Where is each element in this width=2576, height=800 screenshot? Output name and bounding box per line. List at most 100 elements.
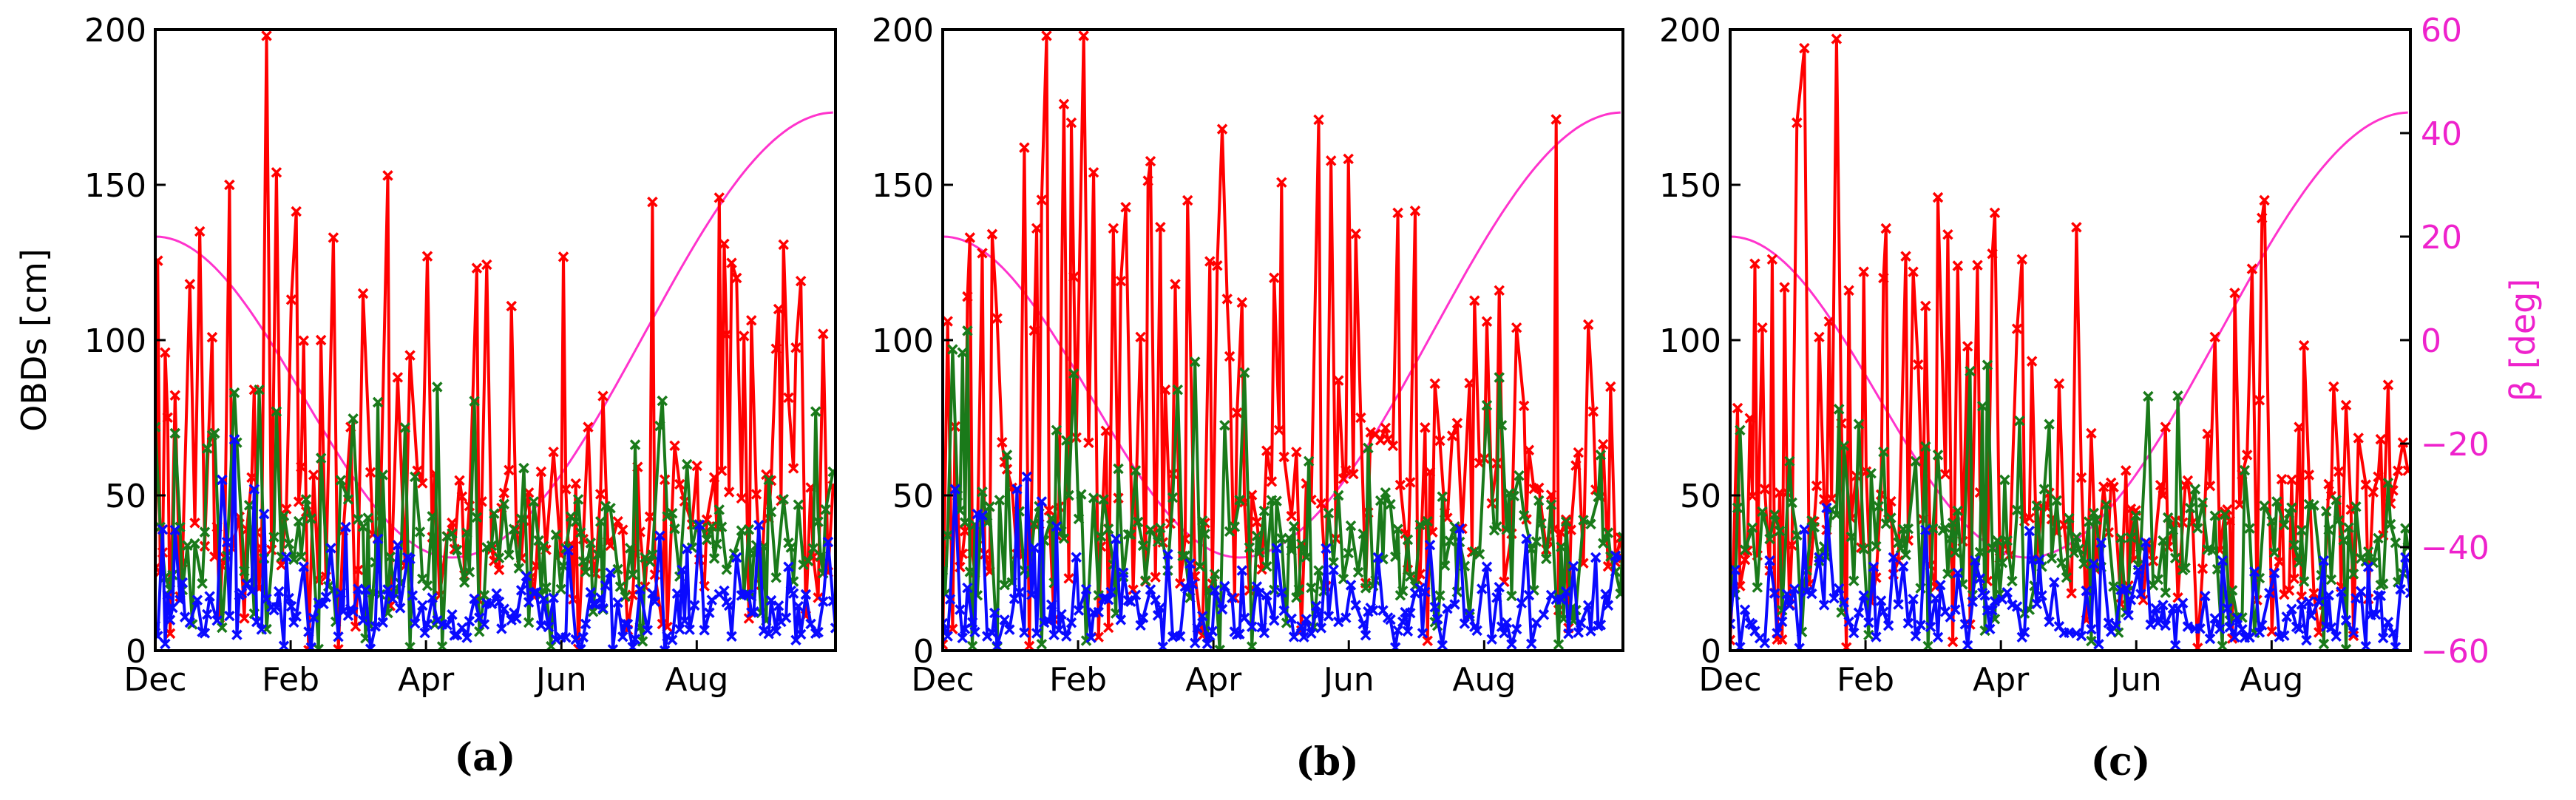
data-marker-blue [288,617,299,628]
data-marker-red [1340,465,1352,476]
data-marker-green [1945,533,1956,545]
data-marker-blue [2209,613,2220,624]
data-marker-red [1739,554,1751,566]
data-marker-green [335,475,347,486]
data-marker-red [1065,117,1077,129]
y-tick-label: 50 [1680,478,1721,515]
data-marker-blue [1828,592,1840,604]
data-marker-blue [1925,621,1936,633]
data-marker-red [1236,296,1248,308]
data-marker-green [2296,524,2308,536]
data-marker-green [1088,492,1099,504]
data-marker-green [1506,590,1517,602]
data-marker-red [2246,263,2258,274]
data-marker-red [1231,407,1243,418]
data-marker-red [2286,474,2297,486]
data-marker-green [2279,519,2290,531]
data-marker-red [1913,359,1924,370]
data-marker-red [1779,282,1790,293]
data-marker-blue [600,580,611,591]
data-marker-blue [511,613,522,624]
data-marker-red [977,248,988,259]
data-marker-red [365,467,376,478]
data-marker-blue [2237,624,2248,635]
data-marker-blue [2075,630,2087,642]
data-marker-green [2185,503,2196,514]
data-marker-blue [2305,610,2317,621]
data-marker-red [1900,251,1911,262]
data-marker-green [708,553,720,564]
data-marker-green [802,555,814,566]
data-marker-green [239,566,250,577]
data-marker-green [1481,399,1493,411]
data-marker-green [1848,575,1860,586]
data-marker-red [691,460,702,472]
data-marker-green [1439,560,1451,572]
data-marker-green [770,572,782,583]
data-marker-red [2276,473,2288,485]
data-marker-blue [634,583,645,595]
data-marker-green [1422,515,1433,527]
data-marker-blue [285,600,297,612]
data-marker-blue [228,434,240,445]
data-marker-green [1996,557,2008,569]
data-marker-blue [461,632,472,643]
data-marker-red [2353,433,2364,444]
data-marker-blue [1501,617,1512,628]
data-marker-red [1224,350,1236,362]
data-marker-red [535,466,547,478]
data-marker-red [770,343,782,354]
data-marker-red [594,489,606,500]
data-marker-blue [1442,603,1453,614]
data-marker-red [716,465,728,476]
data-marker-blue [1184,558,1196,569]
data-marker-red [1276,177,1287,188]
data-marker-green [1910,455,1922,467]
data-marker-blue [966,617,978,628]
data-marker-blue [258,508,270,520]
data-marker-blue [2281,611,2292,623]
data-marker-blue [585,586,597,598]
data-marker-red [1786,540,1797,551]
data-marker-green [947,344,958,355]
data-marker-green [1615,588,1623,600]
data-marker-blue [382,584,393,595]
data-marker-green [1878,446,1889,458]
data-marker-red [943,639,949,650]
data-marker-blue [1935,580,1946,591]
data-marker-green [417,573,428,585]
data-marker-blue [1073,605,1085,616]
data-marker-green [268,532,279,543]
data-marker-red [2402,465,2410,476]
data-marker-green [1863,629,1874,641]
data-marker-blue [1781,589,1793,600]
data-marker-blue [523,597,535,608]
data-marker-green [1095,531,1107,542]
data-marker-blue [813,626,824,638]
data-marker-red [1880,223,1891,234]
data-marker-red [421,251,433,262]
data-marker-green [555,583,566,595]
data-marker-green [1595,450,1607,461]
data-marker-red [1100,425,1112,436]
data-marker-blue [1014,586,1025,598]
data-marker-red [2058,519,2070,531]
data-marker-blue [199,628,211,639]
data-marker-green [1437,491,1448,502]
data-marker-green [2400,523,2410,534]
data-marker-green [1494,372,1505,383]
data-marker-blue [753,520,765,531]
data-marker-blue [679,615,691,626]
data-marker-green [1122,529,1134,540]
data-marker-red [1766,254,1778,265]
data-marker-blue [2140,537,2152,548]
data-marker-green [778,493,789,505]
data-marker-blue [605,567,616,578]
data-marker-blue [1298,631,1309,643]
data-marker-blue [1833,583,1845,594]
data-marker-green [1764,533,1775,545]
data-marker-green [1806,515,1817,526]
data-marker-red [506,300,517,312]
data-marker-red [1494,285,1505,296]
data-marker-green [1977,401,1988,412]
